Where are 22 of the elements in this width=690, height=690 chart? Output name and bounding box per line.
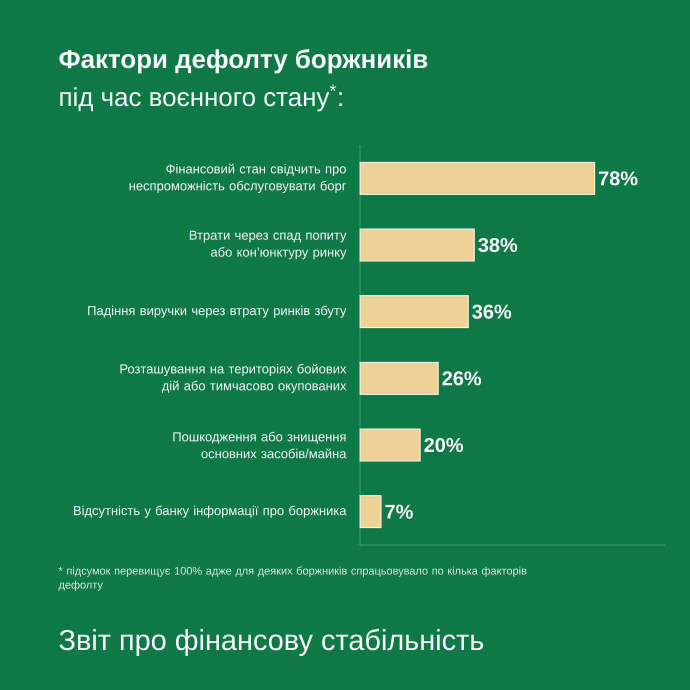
data-label: 36%	[472, 304, 512, 319]
data-label: 38%	[478, 238, 518, 252]
data-label: 78%	[599, 171, 638, 186]
bar	[360, 495, 382, 528]
data-label: 7%	[385, 504, 413, 519]
y-tick-label: Втрати через спад попиту або кон’юнктуру ринку	[190, 230, 346, 260]
y-tick-label: Розташування на територіях бойових дій або тимчасово окупованих	[120, 364, 346, 393]
bar	[360, 362, 439, 395]
chart-title: Фактори дефолту боржників	[59, 48, 428, 74]
bar	[360, 295, 469, 328]
data-label: 26%	[442, 371, 482, 386]
y-tick-label: Відсутність у банку інформації про боржника	[74, 506, 346, 518]
text: Звіт про фінансову стабільність	[59, 628, 484, 656]
y-tick-label: Фінансовий стан свідчить про неспроможність обслуговувати борг	[130, 164, 346, 193]
text: * підсумок перевищує 100% адже для деяких боржників спрацьовувало по кілька факторів дефолту	[58, 566, 526, 591]
bar	[360, 162, 596, 195]
y-tick-label: Пошкодження або знищення основних засобів/майна	[173, 432, 346, 458]
chart-subtitle: під час воєнного стану$^{*}$:	[60, 84, 342, 112]
y-tick-label: Падіння виручки через втрату ринків збуту	[88, 306, 346, 318]
bar	[360, 428, 421, 462]
data-label: 20%	[424, 438, 464, 452]
bar	[360, 228, 475, 262]
